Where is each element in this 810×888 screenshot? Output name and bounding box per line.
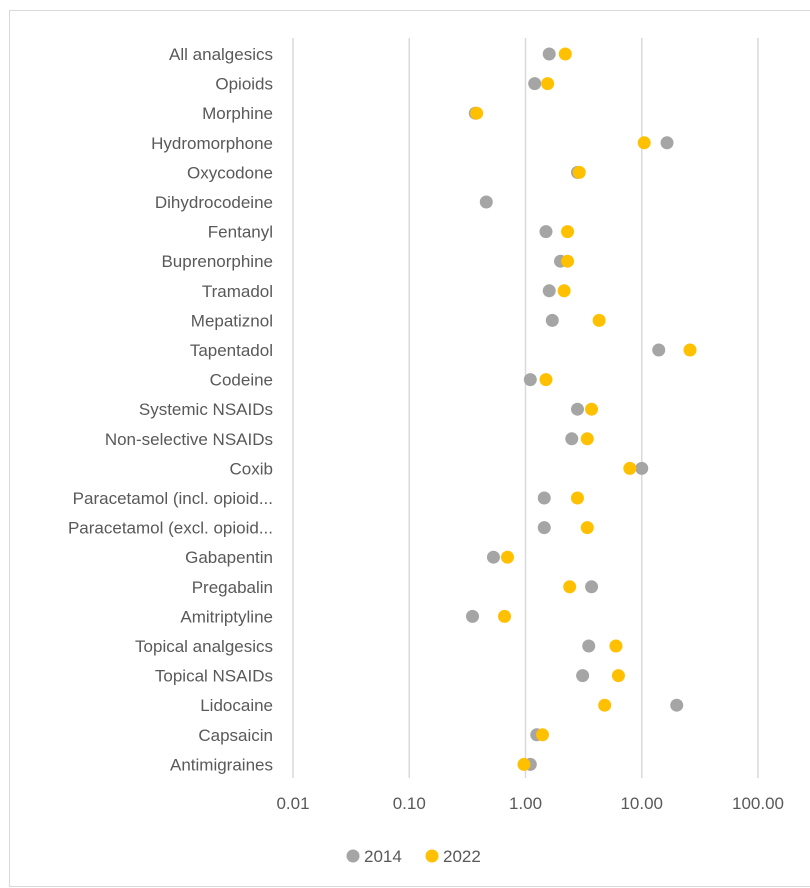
- x-axis-tick-labels: 0.01 0.10 1.00 10.00 100.00: [276, 794, 784, 813]
- x-tick-label: 1.00: [509, 794, 542, 813]
- point-2014: [528, 77, 542, 91]
- point-2014: [635, 461, 649, 475]
- point-2022: [539, 373, 553, 387]
- point-2014: [545, 313, 559, 327]
- legend-label-2022: 2022: [443, 847, 481, 866]
- category-label: Dihydrocodeine: [155, 193, 273, 212]
- x-tick-label: 10.00: [620, 794, 663, 813]
- point-2022: [561, 254, 575, 268]
- point-2022: [561, 225, 575, 239]
- point-2022: [580, 521, 594, 535]
- category-label: Coxib: [230, 459, 273, 478]
- point-2014: [582, 639, 596, 653]
- point-2022: [557, 284, 571, 298]
- category-label: Gabapentin: [185, 548, 273, 567]
- point-2022: [623, 461, 637, 475]
- category-labels: All analgesics Opioids Morphine Hydromorpho…: [68, 45, 273, 774]
- x-tick-label: 100.00: [732, 794, 784, 813]
- point-2022: [535, 728, 549, 742]
- point-2022: [563, 580, 577, 594]
- point-2022: [558, 47, 572, 61]
- category-label: Oxycodone: [187, 163, 273, 182]
- x-tick-label: 0.01: [276, 794, 309, 813]
- point-2014: [576, 669, 590, 683]
- category-label: Codeine: [210, 371, 273, 390]
- point-2022: [500, 550, 514, 564]
- chart-frame: [9, 10, 810, 887]
- category-label: Tapentadol: [190, 341, 273, 360]
- category-label: Non-selective NSAIDs: [105, 430, 273, 449]
- category-label: Opioids: [215, 75, 273, 94]
- point-2014: [670, 698, 684, 712]
- point-2014: [542, 47, 556, 61]
- legend-marker-2014: [346, 849, 360, 863]
- legend-marker-2022: [425, 849, 439, 863]
- category-label: All analgesics: [169, 45, 273, 64]
- point-2014: [465, 609, 479, 623]
- point-2014: [585, 580, 599, 594]
- point-2014: [570, 402, 584, 416]
- point-2014: [565, 432, 579, 446]
- point-2014: [479, 195, 493, 209]
- category-label: Paracetamol (incl. opioid...: [73, 489, 273, 508]
- point-2014: [542, 284, 556, 298]
- point-2022: [609, 639, 623, 653]
- category-label: Fentanyl: [208, 223, 273, 242]
- category-label: Mepatiznol: [191, 311, 273, 330]
- point-2022: [592, 313, 606, 327]
- point-2014: [537, 491, 551, 505]
- x-tick-label: 0.10: [393, 794, 426, 813]
- point-2022: [572, 165, 586, 179]
- category-label: Topical analgesics: [135, 637, 273, 656]
- point-2014: [523, 373, 537, 387]
- category-label: Paracetamol (excl. opioid...: [68, 519, 273, 538]
- point-2022: [541, 77, 555, 91]
- legend-label-2014: 2014: [364, 847, 402, 866]
- point-2022: [570, 491, 584, 505]
- data-points: [465, 47, 697, 771]
- category-label: Buprenorphine: [161, 252, 273, 271]
- point-2014: [660, 136, 674, 150]
- category-label: Hydromorphone: [151, 134, 273, 153]
- point-2014: [537, 521, 551, 535]
- point-2014: [486, 550, 500, 564]
- category-label: Tramadol: [202, 282, 273, 301]
- legend: 2014 2022: [346, 847, 481, 866]
- category-label: Antimigraines: [170, 755, 273, 774]
- point-2022: [580, 432, 594, 446]
- point-2014: [539, 225, 553, 239]
- category-label: Capsaicin: [198, 726, 273, 745]
- gridlines: [292, 38, 759, 778]
- category-label: Lidocaine: [200, 696, 273, 715]
- point-2022: [470, 106, 484, 120]
- point-2022: [683, 343, 697, 357]
- category-label: Topical NSAIDs: [155, 667, 273, 686]
- point-2022: [637, 136, 651, 150]
- point-2022: [517, 757, 531, 771]
- point-2014: [652, 343, 666, 357]
- category-label: Amitriptyline: [180, 607, 273, 626]
- point-2022: [611, 669, 625, 683]
- point-2022: [598, 698, 612, 712]
- point-2022: [498, 609, 512, 623]
- point-2022: [585, 402, 599, 416]
- category-label: Pregabalin: [192, 578, 273, 597]
- category-label: Morphine: [202, 104, 273, 123]
- category-label: Systemic NSAIDs: [139, 400, 273, 419]
